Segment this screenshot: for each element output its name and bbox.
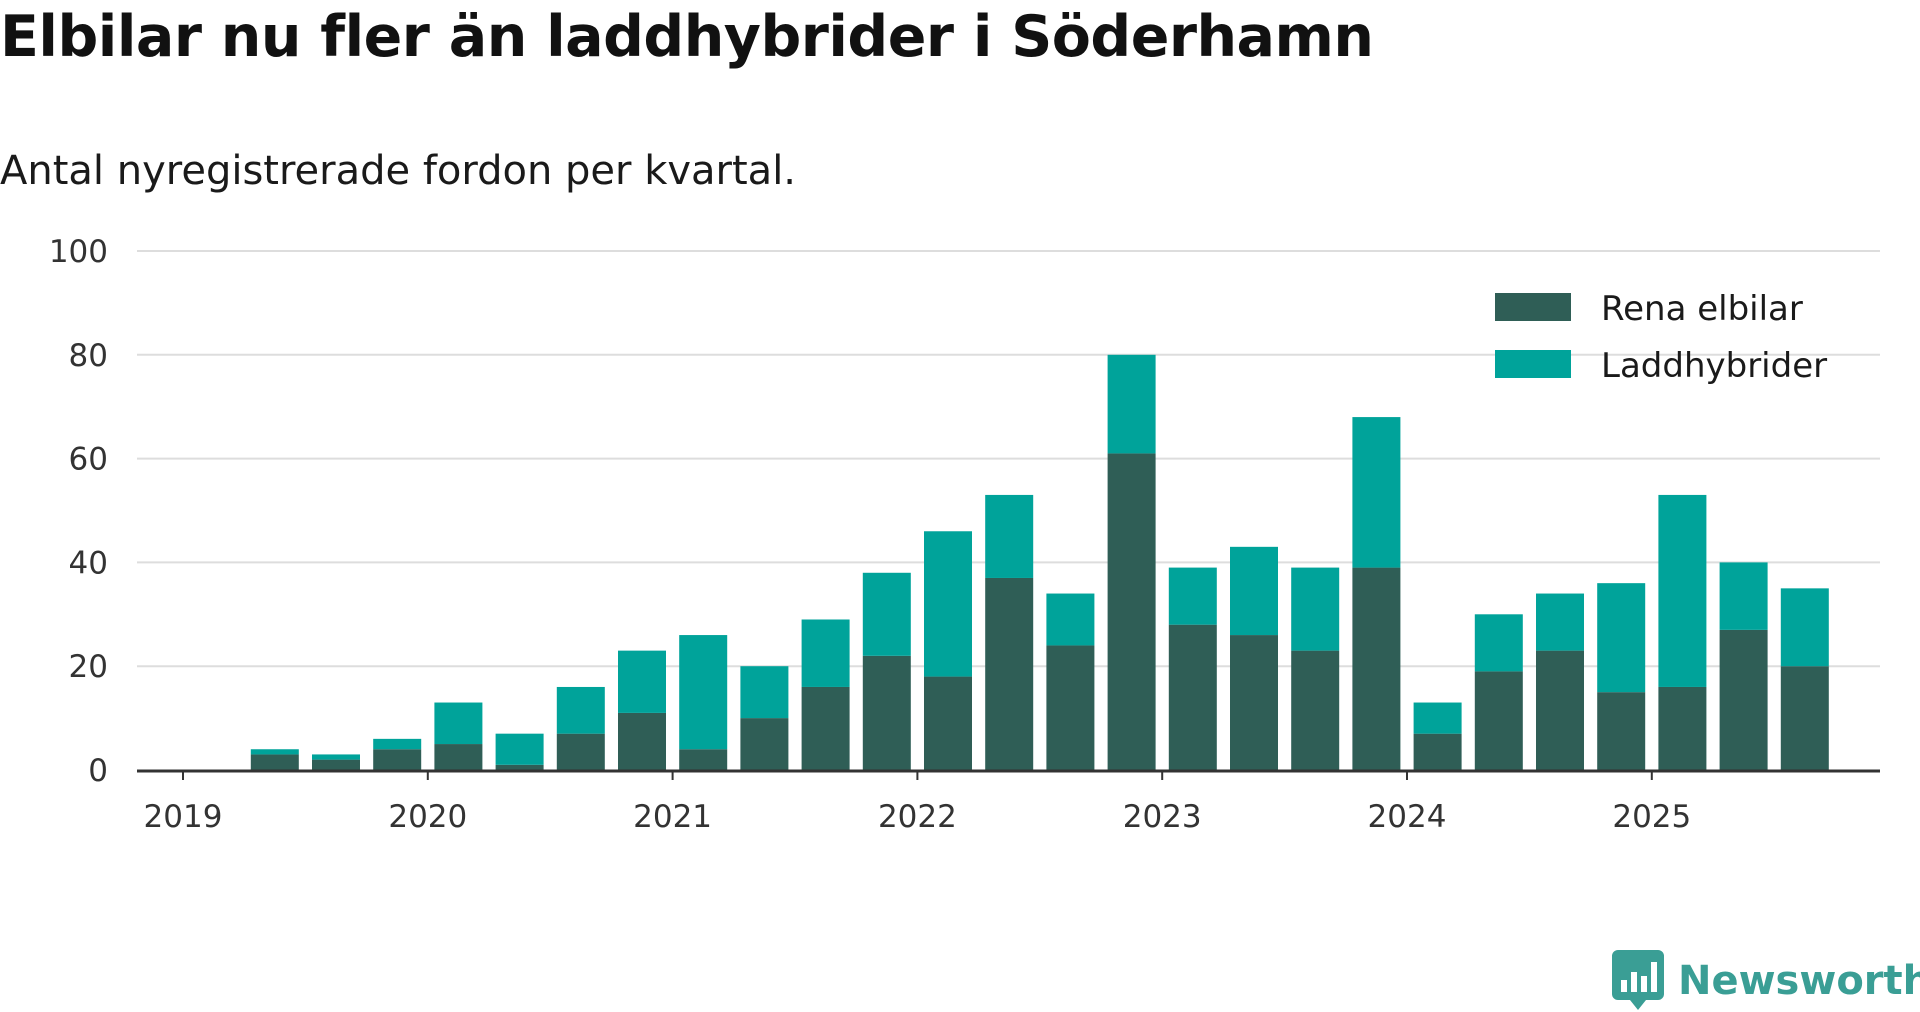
x-tick-label: 2023 (1123, 799, 1202, 835)
x-tick-label: 2020 (388, 799, 467, 835)
bar-laddhybrider (1352, 417, 1401, 568)
bar-rena-elbilar (312, 759, 360, 770)
bar-rena-elbilar (1230, 635, 1278, 770)
gridlines: 0 20 40 60 80 100 (49, 234, 1880, 789)
bar-laddhybrider (1597, 583, 1646, 693)
bar-laddhybrider (312, 754, 360, 760)
x-tick-label: 2021 (633, 799, 712, 835)
legend-label-laddhybrider: Laddhybrider (1601, 346, 1827, 386)
bar-laddhybrider (1107, 354, 1156, 454)
brand-logo: Newsworthy (1612, 950, 1920, 1012)
bar-laddhybrider (1230, 546, 1278, 636)
x-tick-label: 2025 (1612, 799, 1691, 835)
newsworthy-logo-icon (1612, 950, 1664, 1010)
bar-rena-elbilar (556, 733, 605, 770)
y-tick-label: 0 (88, 753, 108, 789)
bar-laddhybrider (1780, 588, 1829, 667)
x-tick-label: 2022 (878, 799, 957, 835)
bar-rena-elbilar (862, 655, 911, 770)
bar-rena-elbilar (1719, 629, 1768, 770)
bar-laddhybrider (250, 749, 299, 755)
bar-rena-elbilar (1658, 686, 1707, 770)
bar-rena-elbilar (1780, 666, 1829, 770)
bar-laddhybrider (924, 531, 972, 677)
bar-laddhybrider (740, 666, 789, 719)
chart-title: Elbilar nu fler än laddhybrider i Söderh… (0, 4, 1374, 70)
bar-rena-elbilar (373, 749, 422, 770)
bar-rena-elbilar (801, 686, 850, 770)
bar-laddhybrider (1168, 567, 1217, 625)
bar-laddhybrider (495, 733, 544, 765)
bar-laddhybrider (373, 738, 422, 750)
bar-rena-elbilar (740, 718, 789, 770)
bar-laddhybrider (1658, 494, 1707, 687)
bar-rena-elbilar (924, 676, 972, 770)
legend-label-rena-elbilar: Rena elbilar (1601, 289, 1803, 329)
bar-rena-elbilar (1046, 645, 1095, 770)
bar-laddhybrider (1046, 593, 1095, 646)
bar-rena-elbilar (679, 749, 728, 770)
legend-swatch-laddhybrider (1495, 350, 1571, 378)
bar-rena-elbilar (1413, 733, 1462, 770)
bar-laddhybrider (434, 702, 483, 745)
bar-laddhybrider (862, 572, 911, 656)
legend-swatch-rena-elbilar (1495, 293, 1571, 321)
bar-laddhybrider (801, 619, 850, 687)
bar-laddhybrider (679, 635, 728, 750)
bar-laddhybrider (985, 494, 1034, 578)
bar-rena-elbilar (1107, 453, 1156, 770)
bar-rena-elbilar (1474, 671, 1523, 770)
bar-laddhybrider (618, 650, 666, 713)
bar-rena-elbilar (1291, 650, 1340, 770)
bar-laddhybrider (1291, 567, 1340, 651)
bar-laddhybrider (556, 686, 605, 734)
bar-series (250, 354, 1829, 770)
bar-laddhybrider (1536, 593, 1584, 651)
axes: 2019 2020 2021 2022 2023 2024 2025 (137, 769, 1880, 835)
bar-rena-elbilar (1352, 567, 1401, 770)
x-tick-label: 2019 (144, 799, 223, 835)
brand-name: Newsworthy (1678, 958, 1920, 1004)
bar-rena-elbilar (618, 712, 666, 770)
bar-rena-elbilar (1168, 624, 1217, 770)
bar-rena-elbilar (985, 577, 1034, 770)
bar-rena-elbilar (250, 754, 299, 770)
x-tick-label: 2024 (1368, 799, 1447, 835)
bar-laddhybrider (1719, 562, 1768, 630)
y-tick-label: 60 (69, 442, 108, 478)
y-tick-label: 20 (69, 649, 108, 685)
bar-laddhybrider (1474, 614, 1523, 672)
bar-rena-elbilar (1597, 692, 1646, 770)
bar-rena-elbilar (1536, 650, 1584, 770)
chart-subtitle: Antal nyregistrerade fordon per kvartal. (0, 148, 797, 194)
bar-rena-elbilar (495, 764, 544, 770)
bar-laddhybrider (1413, 702, 1462, 734)
y-tick-label: 40 (69, 545, 108, 581)
legend: Rena elbilar Laddhybrider (1495, 289, 1827, 386)
y-tick-label: 100 (49, 234, 108, 270)
bar-rena-elbilar (434, 744, 483, 770)
y-tick-label: 80 (69, 338, 108, 374)
